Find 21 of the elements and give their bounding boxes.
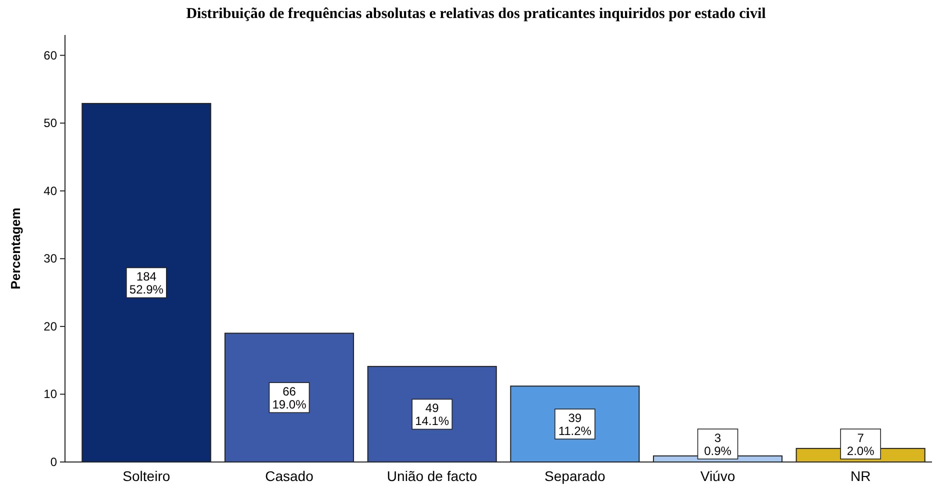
x-tick-label: Solteiro <box>122 468 170 484</box>
y-tick-label: 40 <box>44 184 58 198</box>
x-tick-label: Viúvo <box>700 468 736 484</box>
y-tick-label: 20 <box>44 319 58 334</box>
y-tick-label: 30 <box>44 252 58 266</box>
x-tick-label: União de facto <box>386 468 478 484</box>
y-tick-label: 60 <box>44 48 58 62</box>
data-label: 7 2.0% <box>846 431 875 458</box>
data-label: 184 52.9% <box>129 270 164 297</box>
chart-title: Distribuição de frequências absolutas e relativas dos praticantes inquiridos por estado civil <box>186 6 766 22</box>
x-tick-label: Casado <box>265 468 314 484</box>
y-tick-label: 0 <box>50 455 58 469</box>
data-label: 3 0.9% <box>704 431 732 458</box>
y-tick-label: 50 <box>44 116 58 130</box>
data-label: 49 14.1% <box>415 401 450 428</box>
x-tick-label: Separado <box>544 468 606 484</box>
x-tick-label: NR <box>850 468 871 484</box>
y-axis-title: Percentagem <box>8 208 23 290</box>
data-label: 39 11.2% <box>558 411 592 438</box>
data-label: 66 19.0% <box>272 384 307 412</box>
y-tick-label: 10 <box>44 387 58 402</box>
